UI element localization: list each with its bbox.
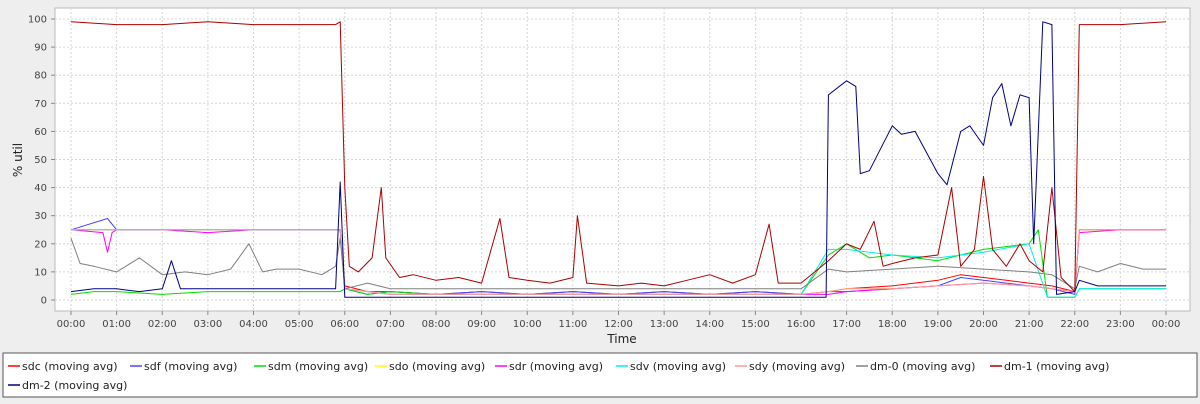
y-tick-label: 10	[34, 267, 47, 278]
x-tick-label: 05:00	[285, 319, 314, 330]
x-tick-label: 15:00	[741, 319, 770, 330]
x-tick-label: 01:00	[102, 319, 131, 330]
x-tick-label: 09:00	[467, 319, 496, 330]
legend-label: sdm (moving avg)	[268, 360, 368, 373]
y-axis: 0 10 20 30 40 50 60 70 80 90 100	[28, 15, 55, 307]
legend-item: sdc (moving avg)	[8, 360, 118, 373]
legend-label: dm-1 (moving avg)	[1004, 360, 1109, 373]
legend-label: sdy (moving avg)	[749, 360, 845, 373]
x-tick-label: 23:00	[1106, 319, 1135, 330]
series-line-6	[71, 229, 1166, 295]
x-tick-label: 21:00	[1015, 319, 1044, 330]
legend-item: sdf (moving avg)	[130, 360, 237, 373]
x-tick-label: 14:00	[695, 319, 724, 330]
series-line-7	[70, 237, 1166, 290]
legend-item: sdm (moving avg)	[254, 360, 368, 373]
legend	[2, 352, 1198, 398]
y-tick-label: 60	[34, 127, 47, 138]
legend-item: sdr (moving avg)	[495, 360, 603, 373]
y-tick-label: 100	[28, 15, 47, 26]
x-tick-label: 17:00	[832, 319, 861, 330]
x-tick-label: 10:00	[513, 319, 542, 330]
x-tick-label: 04:00	[239, 319, 268, 330]
x-tick-label: 00:00	[57, 319, 86, 330]
y-tick-label: 90	[34, 43, 47, 54]
y-tick-label: 20	[34, 239, 47, 250]
series-line-9	[70, 21, 1166, 298]
x-tick-label: 13:00	[650, 319, 679, 330]
legend-item: dm-2 (moving avg)	[8, 379, 127, 392]
legend-item: dm-1 (moving avg)	[990, 360, 1109, 373]
legend-item: sdy (moving avg)	[735, 360, 845, 373]
legend-item: sdo (moving avg)	[375, 360, 485, 373]
legend-item: dm-0 (moving avg)	[856, 360, 975, 373]
x-axis-title: Time	[606, 332, 636, 346]
x-tick-label: 07:00	[376, 319, 405, 330]
legend-label: dm-0 (moving avg)	[870, 360, 975, 373]
y-tick-label: 70	[34, 99, 47, 110]
y-tick-label: 50	[34, 155, 47, 166]
legend-label: sdr (moving avg)	[509, 360, 603, 373]
y-axis-title: % util	[11, 143, 25, 177]
legend-entries: sdc (moving avg) sdf (moving avg) sdm (mov…	[8, 360, 1109, 392]
x-tick-label: 03:00	[193, 319, 222, 330]
x-tick-label: 11:00	[558, 319, 587, 330]
y-tick-label: 30	[34, 211, 47, 222]
y-tick-label: 80	[34, 71, 47, 82]
x-tick-label: 22:00	[1060, 319, 1089, 330]
x-tick-label: 12:00	[604, 319, 633, 330]
series-lines	[70, 21, 1167, 298]
legend-label: sdv (moving avg)	[630, 360, 726, 373]
legend-label: sdo (moving avg)	[389, 360, 485, 373]
x-tick-label: 18:00	[878, 319, 907, 330]
x-tick-label: 06:00	[330, 319, 359, 330]
x-axis: 00:00 01:00 02:00 03:00 04:00 05:00 06:00 07:00…	[57, 311, 1181, 330]
x-tick-label: 08:00	[422, 319, 451, 330]
y-tick-label: 0	[41, 296, 47, 307]
legend-label: sdf (moving avg)	[144, 360, 237, 373]
legend-label: sdc (moving avg)	[22, 360, 118, 373]
series-line-8	[70, 21, 1167, 293]
legend-label: dm-2 (moving avg)	[22, 379, 127, 392]
x-tick-label: 00:00	[1152, 319, 1181, 330]
x-tick-label: 20:00	[969, 319, 998, 330]
y-tick-label: 40	[34, 183, 47, 194]
grid-lines	[55, 8, 1190, 311]
x-tick-label: 19:00	[923, 319, 952, 330]
legend-item: sdv (moving avg)	[616, 360, 726, 373]
x-tick-label: 02:00	[148, 319, 177, 330]
x-tick-label: 16:00	[787, 319, 816, 330]
